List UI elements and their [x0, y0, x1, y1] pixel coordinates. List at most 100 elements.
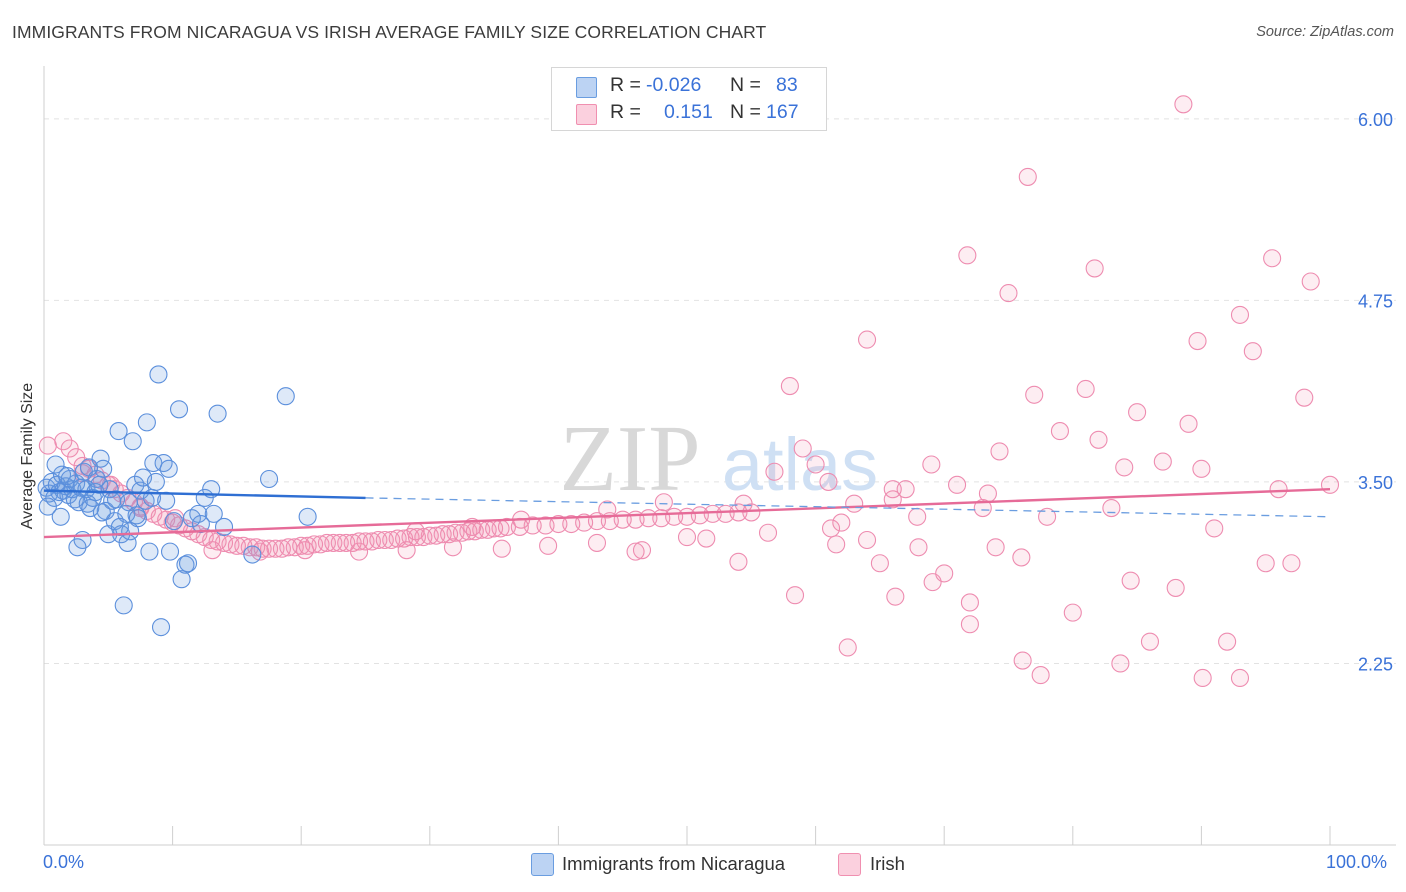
irish-point: [716, 504, 735, 523]
irish-point: [1269, 480, 1288, 499]
irish-point: [1115, 458, 1134, 477]
legend-swatch-irish: [576, 104, 597, 125]
irish-point: [827, 535, 846, 554]
irish-point: [690, 506, 709, 525]
irish-point: [446, 523, 465, 542]
legend-label-nicaragua: Immigrants from Nicaragua: [562, 853, 786, 874]
irish-point: [539, 536, 558, 555]
r-label: R =: [610, 101, 641, 123]
irish-point: [598, 500, 617, 519]
irish-point: [729, 552, 748, 571]
watermark: ZIP atlas: [560, 407, 879, 511]
irish-point: [654, 493, 673, 512]
irish-point: [1085, 259, 1104, 278]
irish-point: [397, 541, 416, 560]
irish-point: [632, 541, 652, 560]
n-value: 167: [766, 101, 799, 123]
nicaragua-point: [79, 458, 99, 477]
y-tick-labels: 2.25 3.50 4.75 6.00: [1358, 110, 1393, 675]
gridlines: [44, 118, 1396, 664]
nicaragua-point: [100, 480, 119, 499]
nicaragua-point: [151, 618, 171, 637]
irish-point: [908, 507, 927, 526]
irish-point: [703, 504, 722, 523]
legend-swatch-irish: [838, 853, 861, 876]
r-value: 0.151: [664, 101, 713, 123]
irish-point: [857, 330, 877, 349]
irish-point: [806, 455, 825, 474]
irish-point: [443, 538, 462, 557]
irish-point: [497, 517, 517, 536]
nicaragua-point: [114, 596, 133, 615]
irish-point: [272, 539, 291, 558]
nicaragua-point: [172, 570, 191, 589]
irish-point: [1121, 571, 1140, 590]
watermark-atlas: atlas: [722, 423, 878, 506]
irish-point: [549, 514, 568, 534]
correlation-legend: R = -0.026 N = 83 R = 0.151 N = 167: [551, 67, 827, 131]
irish-point: [838, 638, 857, 657]
y-tick-label: 3.50: [1358, 473, 1393, 493]
nicaragua-point: [159, 459, 178, 478]
axes: [43, 66, 1396, 846]
y-tick-label: 2.25: [1358, 654, 1393, 674]
nicaragua-point: [178, 554, 198, 573]
irish-trend-line: [43, 487, 1331, 539]
irish-point: [221, 535, 240, 554]
irish-point: [1174, 95, 1193, 114]
irish-point: [285, 538, 304, 557]
source-credit: Source: ZipAtlas.com: [1256, 24, 1394, 40]
irish-point: [337, 533, 356, 552]
irish-point: [758, 523, 778, 542]
irish-point: [253, 539, 272, 558]
irish-point: [463, 517, 482, 536]
nicaragua-point: [243, 545, 262, 564]
irish-point: [1076, 379, 1095, 399]
irish-point: [883, 490, 902, 509]
irish-point: [1256, 554, 1275, 573]
irish-point: [1128, 403, 1147, 422]
legend-swatch-nicaragua: [531, 853, 554, 876]
irish-point: [1301, 272, 1320, 291]
n-label: N =: [730, 74, 761, 96]
irish-point: [870, 554, 889, 573]
n-value: 83: [776, 74, 798, 96]
irish-point: [1089, 430, 1108, 449]
nicaragua-point: [298, 507, 317, 526]
irish-point: [857, 530, 877, 550]
irish-point: [420, 526, 439, 545]
irish-point: [923, 573, 942, 592]
nicaragua-point: [149, 365, 168, 384]
irish-point: [317, 533, 336, 552]
nicaragua-point: [123, 432, 142, 451]
irish-point: [1025, 385, 1044, 404]
irish-point: [395, 529, 414, 548]
nicaragua-point: [58, 467, 77, 486]
nicaragua-point: [157, 491, 176, 510]
y-tick-label: 4.75: [1358, 291, 1393, 311]
irish-point: [1153, 452, 1172, 471]
nicaragua-point: [276, 387, 295, 406]
irish-point: [406, 522, 425, 541]
irish-point: [427, 526, 446, 545]
irish-point: [999, 284, 1018, 303]
irish-point: [1188, 331, 1207, 351]
irish-point: [948, 475, 967, 494]
irish-point: [296, 541, 315, 560]
legend-label-irish: Irish: [870, 853, 905, 874]
irish-point: [793, 439, 812, 458]
irish-point: [1282, 554, 1301, 573]
irish-point: [1038, 507, 1057, 526]
irish-point: [1320, 475, 1340, 494]
irish-point: [1140, 632, 1160, 651]
legend-swatch-nicaragua: [576, 77, 597, 98]
irish-point: [362, 532, 381, 551]
irish-point: [1111, 654, 1130, 673]
nicaragua-point: [191, 514, 210, 534]
irish-point: [350, 532, 369, 551]
irish-point: [785, 586, 805, 605]
irish-point: [677, 528, 697, 547]
nicaragua-point: [127, 506, 146, 525]
irish-point: [986, 538, 1005, 557]
